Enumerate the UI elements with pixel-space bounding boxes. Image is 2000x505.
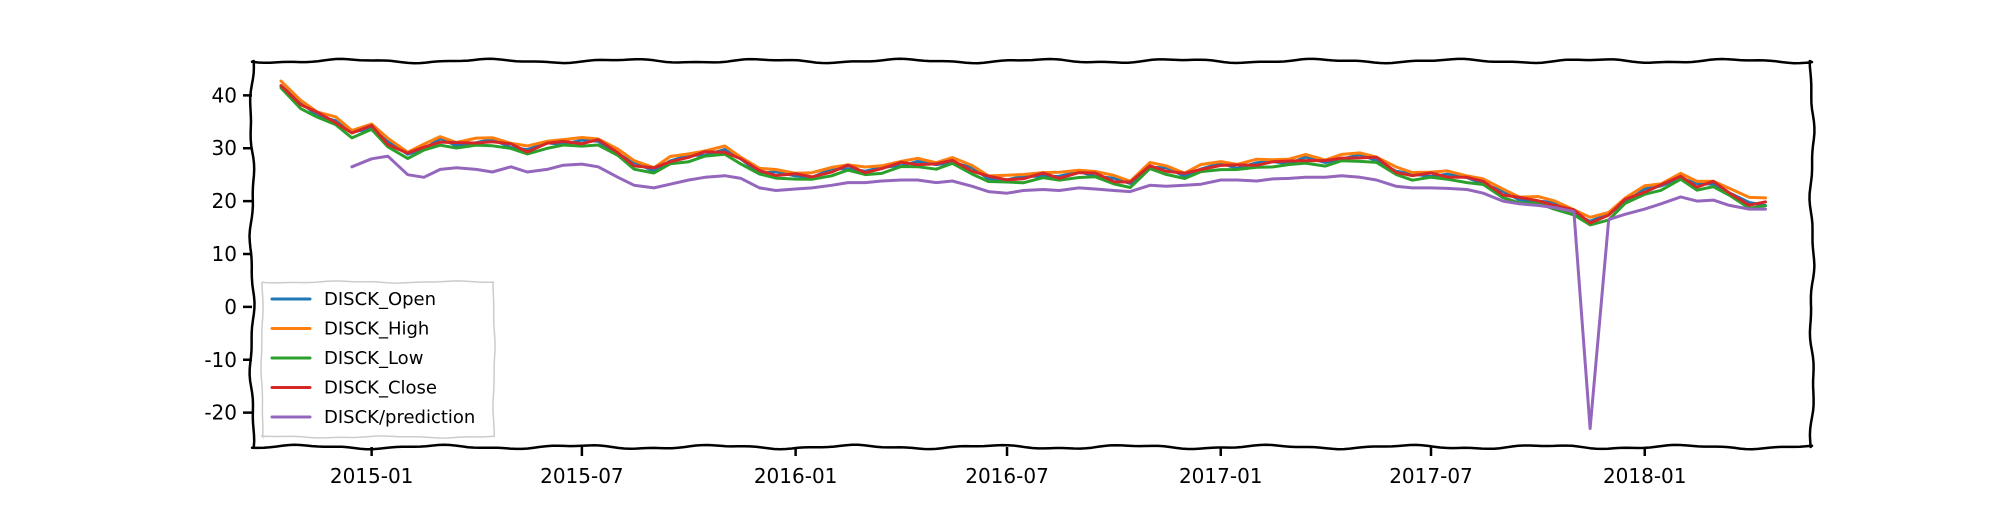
series-line-disck-close <box>279 84 1767 225</box>
series-line-disck-prediction <box>350 154 1767 430</box>
x-tick-label: 2017-07 <box>1389 464 1473 488</box>
x-tick-label: 2017-01 <box>1179 464 1263 488</box>
y-tick-label: 40 <box>212 83 237 107</box>
y-tick-label: 10 <box>212 242 237 266</box>
x-tick-label: 2016-01 <box>754 464 838 488</box>
y-tick-label: -20 <box>204 401 237 425</box>
x-axis: 2015-01 2015-07 2016-01 2016-07 2017-01 2017-… <box>330 447 1687 488</box>
y-tick-label: 30 <box>212 136 237 160</box>
y-tick-label: -10 <box>204 348 237 372</box>
x-tick-label: 2018-01 <box>1603 464 1687 488</box>
axes: 2015-01 2015-07 2016-01 2016-07 2017-01 2017-… <box>204 57 1816 488</box>
legend: DISCK_Open DISCK_High DISCK_Low DISCK_Close… <box>260 280 496 439</box>
legend-label: DISCK_Open <box>324 289 436 310</box>
series-layer <box>279 79 1767 430</box>
series-line-disck-high <box>279 79 1767 219</box>
legend-label: DISCK_Close <box>324 378 437 399</box>
y-tick-label: 0 <box>224 295 237 319</box>
x-tick-label: 2016-07 <box>965 464 1049 488</box>
x-tick-label: 2015-07 <box>540 464 624 488</box>
legend-frame <box>260 280 496 439</box>
legend-label: DISCK/prediction <box>324 407 475 428</box>
legend-label: DISCK_High <box>324 319 429 340</box>
series-line-disck-low <box>279 86 1767 227</box>
plot-frame <box>248 57 1816 451</box>
y-axis: 40 30 20 10 0 -10 -20 <box>204 83 252 425</box>
legend-items: DISCK_Open DISCK_High DISCK_Low DISCK_Close… <box>270 289 475 428</box>
legend-label: DISCK_Low <box>324 348 423 369</box>
y-tick-label: 20 <box>212 189 237 213</box>
x-tick-label: 2015-01 <box>330 464 414 488</box>
